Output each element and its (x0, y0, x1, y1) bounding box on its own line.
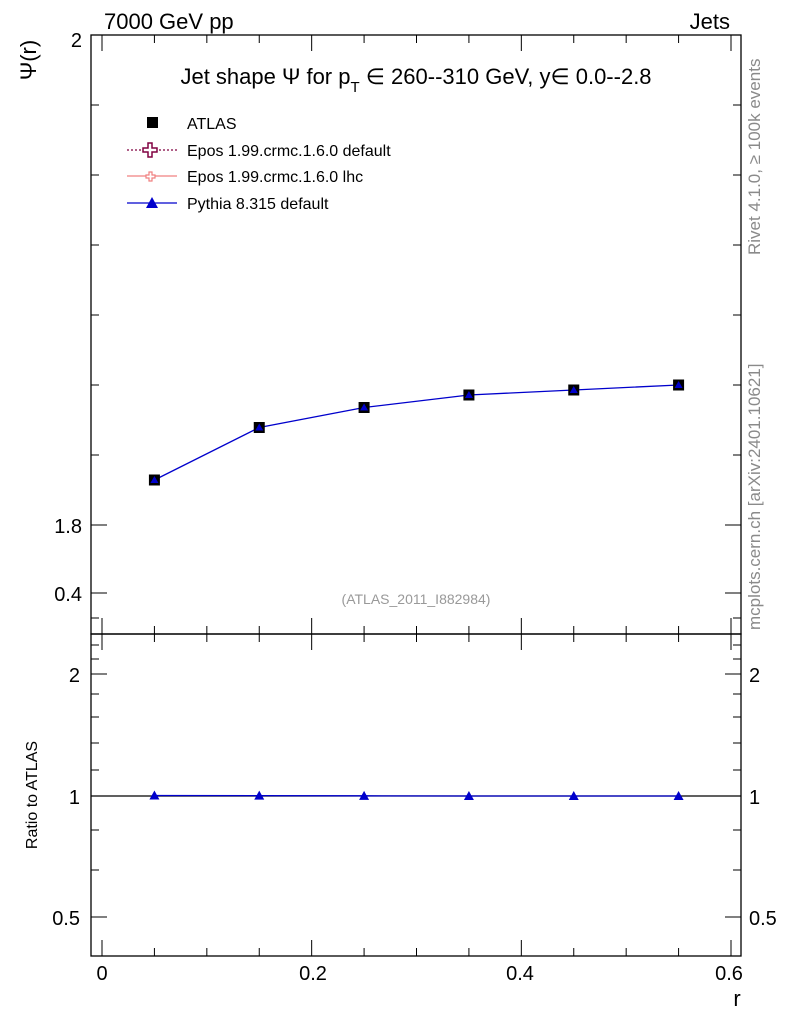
legend-marker-epos-default (142, 142, 158, 158)
main-y-ticks (91, 34, 741, 619)
pythia-series-line (154, 384, 679, 481)
ratio-pythia-point (568, 791, 579, 800)
plot-title-prefix: Jet shape Ψ for p (180, 64, 350, 89)
analysis-id-label: (ATLAS_2011_I882984) (342, 591, 491, 607)
legend-label-pythia: Pythia 8.315 default (187, 196, 329, 213)
main-y-tick-label: 2 (71, 30, 82, 52)
main-y-axis-label: Ψ(r) (16, 40, 41, 80)
plot-title-suffix: ∈ 260--310 GeV, y∈ 0.0--2.8 (360, 64, 652, 89)
plot-title: Jet shape Ψ for pT ∈ 260--310 GeV, y∈ 0.… (180, 64, 651, 96)
ratio-y-tick-label: 1 (69, 787, 80, 809)
pythia-data-point (360, 403, 369, 411)
x-tick-label: 0.6 (715, 963, 743, 985)
x-tick-label: 0.2 (299, 963, 327, 985)
x-tick-label: 0 (96, 963, 107, 985)
pythia-data-point (150, 476, 159, 483)
pythia-data-point (569, 386, 578, 393)
x-tick-label: 0.4 (506, 963, 534, 985)
x-axis-label: r (733, 986, 740, 1011)
header-process-label: Jets (690, 9, 730, 34)
ratio-y-tick-label-right: 2 (749, 665, 760, 687)
ratio-pythia-line (154, 794, 679, 797)
mcplots-citation-label: mcplots.cern.ch [arXiv:2401.10621] (745, 364, 764, 630)
header-energy-label: 7000 GeV pp (104, 9, 234, 34)
main-y-tick-label: 1.8 (54, 516, 82, 538)
ratio-pythia-point (359, 790, 370, 800)
ratio-y-tick-label-right: 0.5 (749, 908, 777, 930)
ratio-pythia-point (149, 790, 160, 800)
ratio-pythia-point (673, 791, 684, 800)
main-series-layer (148, 379, 685, 486)
ratio-pythia-point (463, 791, 474, 800)
legend-marker-epos-lhc (145, 171, 156, 182)
main-y-tick-label: 0.4 (54, 584, 82, 606)
pythia-data-point (255, 423, 264, 431)
ratio-y-tick-label: 2 (69, 665, 80, 687)
x-axis-ticks (101, 35, 732, 956)
ratio-y-axis-label: Ratio to ATLAS (24, 741, 41, 849)
legend-label-epos-default: Epos 1.99.crmc.1.6.0 default (187, 143, 391, 160)
legend-label-atlas: ATLAS (187, 116, 237, 133)
ratio-y-tick-label: 0.5 (52, 908, 80, 930)
ratio-y-ticks (91, 644, 741, 918)
legend: ATLAS Epos 1.99.crmc.1.6.0 default Epos … (127, 116, 391, 213)
rivet-version-label: Rivet 4.1.0, ≥ 100k events (745, 59, 764, 255)
plot-title-subscript: T (350, 79, 359, 96)
pythia-data-point (464, 391, 473, 398)
ratio-pythia-point (254, 790, 265, 800)
legend-marker-atlas (147, 117, 158, 128)
ratio-y-tick-label-right: 1 (749, 787, 760, 809)
ratio-series-layer (91, 790, 741, 800)
legend-label-epos-lhc: Epos 1.99.crmc.1.6.0 lhc (187, 169, 363, 186)
legend-marker-pythia (146, 197, 158, 208)
pythia-data-point (674, 381, 683, 388)
